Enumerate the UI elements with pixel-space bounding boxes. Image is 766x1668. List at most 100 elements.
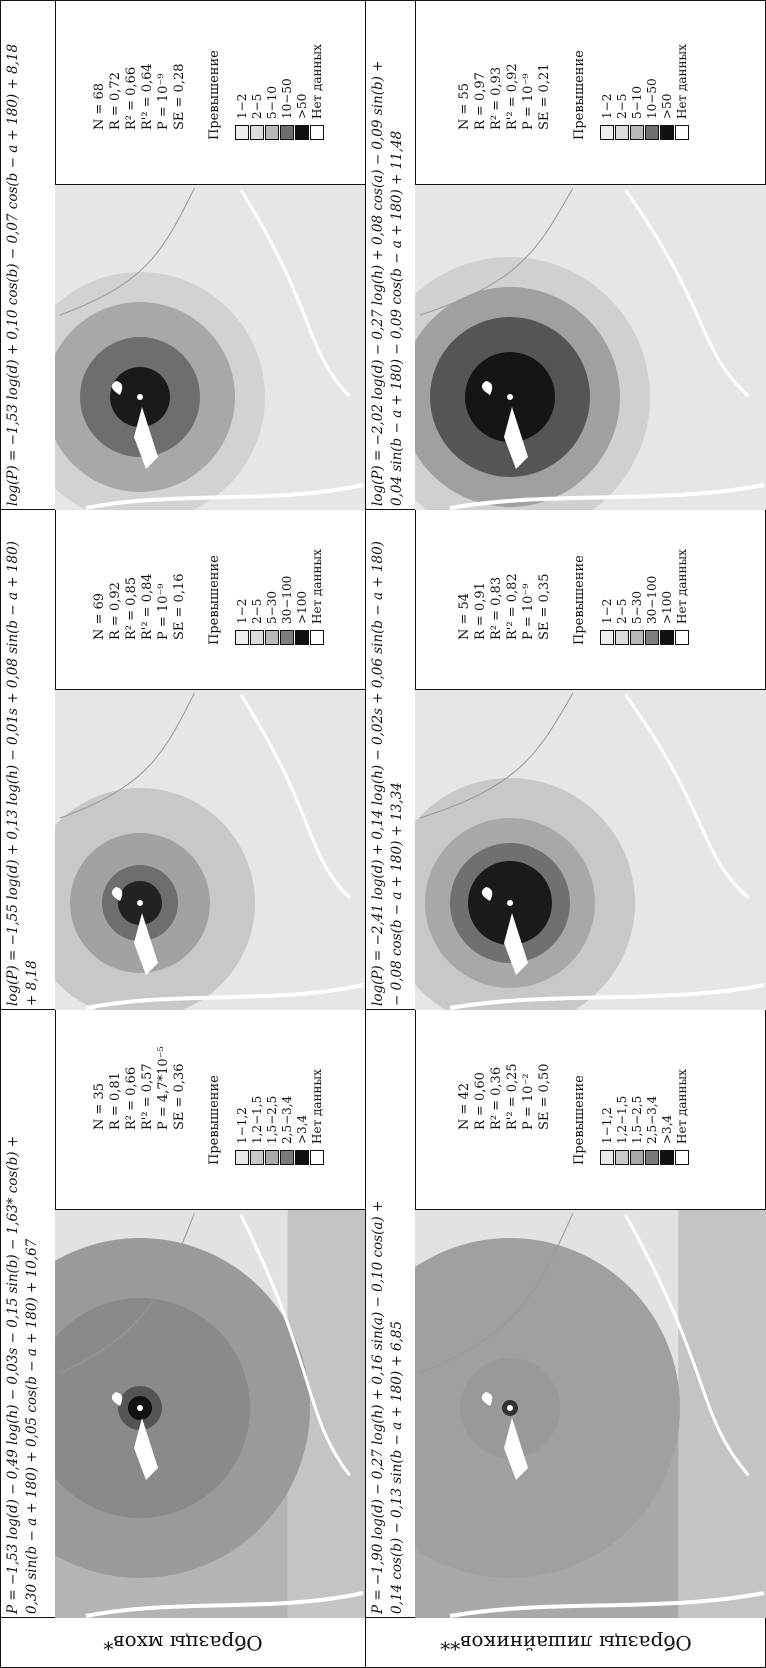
formula: log(P) = −1,53 log(d) + 0,10 cos(b) − 0,… — [5, 43, 21, 506]
stat: P = 10⁻⁹ — [521, 583, 536, 640]
legend-swatch — [660, 125, 674, 140]
stat: R'² = 0,82 — [505, 573, 520, 640]
rule — [0, 0, 766, 1]
stat: N = 55 — [457, 82, 472, 130]
legend-swatch — [265, 125, 279, 140]
legend-swatch — [295, 1150, 309, 1165]
legend-title: Превышение — [572, 1075, 587, 1165]
legend-swatch — [630, 630, 644, 645]
legend-title: Превышение — [572, 555, 587, 645]
stat: R'² = 0,84 — [140, 573, 155, 640]
legend-swatch — [600, 1150, 614, 1165]
stat: R = 0,97 — [473, 72, 488, 130]
stat: SE = 0,21 — [537, 63, 552, 131]
legend-label: >3,4 — [295, 1114, 309, 1144]
formula: 0,04 sin(b − a + 180) − 0,09 cos(b − a +… — [389, 130, 405, 506]
legend-label: 1,5−2,5 — [265, 1095, 279, 1144]
legend-swatch — [310, 1150, 324, 1165]
stat: P = 10⁻⁹ — [156, 583, 171, 640]
legend-label: 30−100 — [645, 575, 659, 624]
legend-swatch — [615, 125, 629, 140]
legend-swatch — [660, 630, 674, 645]
legend-label: 1−1,2 — [235, 1107, 249, 1144]
legend-swatch — [645, 630, 659, 645]
legend-swatch — [280, 630, 294, 645]
legend-swatch — [600, 630, 614, 645]
legend-swatch — [295, 125, 309, 140]
legend-label: 1,2−1,5 — [250, 1095, 264, 1144]
legend-label: Нет данных — [675, 1069, 689, 1144]
legend-swatch — [615, 1150, 629, 1165]
legend-label: 1,5−2,5 — [630, 1095, 644, 1144]
legend-label: 5−30 — [265, 591, 279, 624]
legend-label: Нет данных — [675, 44, 689, 119]
stat: R = 0,81 — [108, 1072, 123, 1130]
legend-swatch — [675, 630, 689, 645]
stat: R = 0,92 — [108, 582, 123, 640]
legend-label: 2,5−3,4 — [645, 1095, 659, 1144]
row-label: Образцы мхов* — [102, 1631, 263, 1655]
legend-label: 10−50 — [280, 78, 294, 119]
stat: R² = 0,36 — [489, 1066, 504, 1130]
legend-label: 2−5 — [615, 93, 629, 119]
legend-label: 5−10 — [630, 86, 644, 119]
legend-label: 2−5 — [250, 598, 264, 624]
stat: SE = 0,35 — [537, 573, 552, 641]
legend-label: >100 — [295, 591, 309, 624]
legend-swatch — [310, 630, 324, 645]
rule — [365, 0, 366, 1668]
stat: R² = 0,66 — [124, 1066, 139, 1130]
formula: P = −1,90 log(d) − 0,27 log(h) + 0,16 si… — [370, 1200, 386, 1614]
stat: N = 69 — [92, 592, 107, 640]
legend-swatch — [645, 1150, 659, 1165]
stat: R² = 0,93 — [489, 66, 504, 130]
legend-label: 1−2 — [600, 598, 614, 624]
stat: R = 0,72 — [108, 72, 123, 130]
legend-swatch — [265, 630, 279, 645]
formula: log(P) = −2,02 log(d) − 0,27 log(h) + 0,… — [370, 60, 386, 507]
stat: R'² = 0,25 — [505, 1063, 520, 1130]
legend-swatch — [235, 630, 249, 645]
formula: log(P) = −1,55 log(d) + 0,13 log(h) − 0,… — [5, 541, 21, 1006]
legend-label: Нет данных — [675, 549, 689, 624]
legend-swatch — [235, 1150, 249, 1165]
formula: log(P) = −2,41 log(d) + 0,14 log(h) − 0,… — [370, 541, 386, 1006]
map — [55, 1210, 365, 1618]
legend-label: >50 — [660, 93, 674, 119]
stat: P = 4,7*10⁻⁵ — [156, 1046, 171, 1130]
legend-swatch — [675, 1150, 689, 1165]
legend-label: 1−1,2 — [600, 1107, 614, 1144]
legend-swatch — [600, 125, 614, 140]
map — [415, 690, 766, 1010]
legend-swatch — [630, 1150, 644, 1165]
legend-title: Превышение — [207, 50, 222, 140]
legend-swatch — [675, 125, 689, 140]
formula: P = −1,53 log(d) − 0,49 log(h) − 0,03s −… — [5, 1135, 21, 1614]
stat: SE = 0,50 — [537, 1063, 552, 1131]
map — [55, 690, 365, 1010]
stat: R² = 0,66 — [124, 66, 139, 130]
stat: N = 68 — [92, 82, 107, 130]
stat: N = 42 — [457, 1082, 472, 1130]
legend-swatch — [250, 125, 264, 140]
legend-title: Превышение — [572, 50, 587, 140]
legend-label: >3,4 — [660, 1114, 674, 1144]
stat: P = 10⁻² — [521, 1073, 536, 1130]
stat: R² = 0,85 — [124, 576, 139, 640]
legend-label: Нет данных — [310, 1069, 324, 1144]
legend-swatch — [280, 1150, 294, 1165]
stat: R'² = 0,57 — [140, 1063, 155, 1130]
legend-label: >100 — [660, 591, 674, 624]
formula: 0,14 cos(b) − 0,13 sin(b − a + 180) + 6,… — [389, 1320, 405, 1614]
legend-swatch — [310, 125, 324, 140]
stat: R = 0,60 — [473, 1072, 488, 1130]
stat: R = 0,91 — [473, 582, 488, 640]
legend-label: 5−10 — [265, 86, 279, 119]
legend-label: 1−2 — [235, 93, 249, 119]
legend-swatch — [630, 125, 644, 140]
stat: P = 10⁻⁹ — [156, 73, 171, 130]
formula: 0,30 sin(b − a + 180) + 0,05 cos(b − a +… — [24, 1238, 40, 1614]
legend-swatch — [295, 630, 309, 645]
map — [415, 1210, 766, 1618]
row-label: Образцы лишайников** — [439, 1631, 692, 1655]
